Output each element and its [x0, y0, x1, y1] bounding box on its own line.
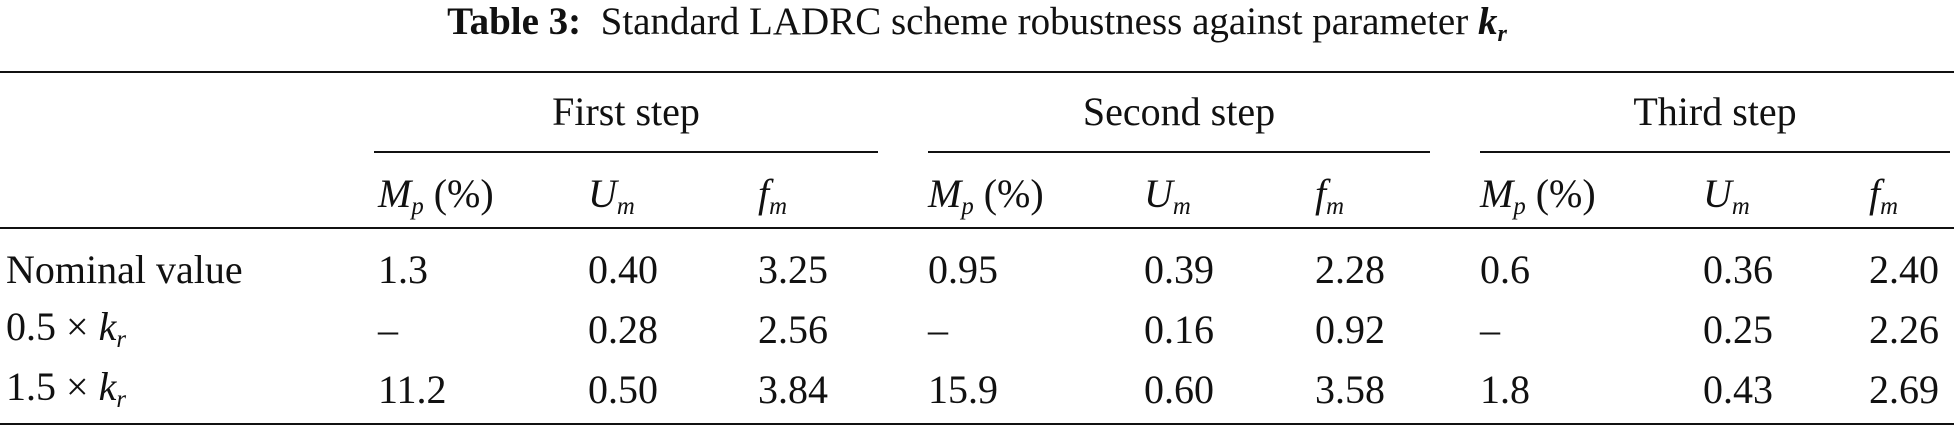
row-label-text: Nominal value — [6, 247, 243, 292]
row-label-text: 0.5 × — [6, 304, 89, 350]
group-header: Third step — [1633, 89, 1797, 134]
row-label: 0.5 × kr — [6, 307, 126, 353]
column-unit: (%) — [1535, 171, 1596, 217]
column-symbol: M — [928, 171, 962, 217]
cell: 3.25 — [758, 247, 828, 292]
column-symbol: M — [1480, 171, 1514, 217]
column-subscript: p — [961, 193, 974, 221]
cell: 2.26 — [1869, 307, 1939, 352]
column-subscript: p — [1513, 193, 1526, 221]
column-subscript: m — [769, 193, 788, 221]
caption-subscript: r — [1497, 19, 1507, 47]
column-subscript: m — [616, 193, 635, 221]
mid-rule — [0, 227, 1954, 229]
cell: – — [928, 307, 948, 352]
group-header: First step — [552, 89, 700, 134]
row-label-symbol: k — [98, 304, 117, 350]
column-unit: (%) — [433, 171, 494, 217]
column-header: Um — [1144, 174, 1191, 220]
cell: – — [1480, 307, 1500, 352]
column-symbol: U — [1144, 171, 1173, 217]
column-header: Mp (%) — [928, 174, 1044, 220]
column-header: Um — [1703, 174, 1750, 220]
column-unit: (%) — [983, 171, 1044, 217]
column-header: fm — [758, 174, 787, 220]
column-header: fm — [1869, 174, 1898, 220]
cell: 15.9 — [928, 367, 998, 412]
caption-symbol: k — [1477, 0, 1498, 44]
row-label-text: 1.5 × — [6, 364, 89, 410]
column-subscript: m — [1172, 193, 1191, 221]
column-header: Mp (%) — [378, 174, 494, 220]
caption-label: Table 3: — [447, 0, 582, 44]
cell: 0.25 — [1703, 307, 1773, 352]
cell: 1.8 — [1480, 367, 1530, 412]
column-subscript: m — [1731, 193, 1750, 221]
cell: 3.84 — [758, 367, 828, 412]
cell: 11.2 — [378, 367, 447, 412]
row-label-subscript: r — [116, 326, 126, 354]
cell: 0.95 — [928, 247, 998, 292]
row-label-symbol: k — [98, 364, 117, 410]
group-rule — [374, 151, 878, 153]
bottom-rule — [0, 423, 1954, 425]
cell: 2.40 — [1869, 247, 1939, 292]
caption: Table 3: Standard LADRC scheme robustnes… — [0, 2, 1954, 46]
column-header: fm — [1315, 174, 1344, 220]
column-symbol: U — [588, 171, 617, 217]
column-symbol: f — [1315, 171, 1327, 217]
cell: 0.92 — [1315, 307, 1385, 352]
caption-text: Standard LADRC scheme robustness against… — [600, 0, 1469, 44]
row-label: Nominal value — [6, 250, 243, 290]
cell: 0.36 — [1703, 247, 1773, 292]
cell: 0.40 — [588, 247, 658, 292]
group-rule — [928, 151, 1430, 153]
cell: 0.60 — [1144, 367, 1214, 412]
cell: 0.39 — [1144, 247, 1214, 292]
cell: 0.50 — [588, 367, 658, 412]
cell: 2.69 — [1869, 367, 1939, 412]
cell: 0.43 — [1703, 367, 1773, 412]
top-rule — [0, 71, 1954, 73]
column-header: Um — [588, 174, 635, 220]
column-subscript: m — [1880, 193, 1899, 221]
cell: 2.28 — [1315, 247, 1385, 292]
cell: 3.58 — [1315, 367, 1385, 412]
row-label-subscript: r — [116, 386, 126, 414]
column-subscript: p — [411, 193, 424, 221]
cell: 0.6 — [1480, 247, 1530, 292]
group-header: Second step — [1082, 89, 1276, 134]
cell: 0.16 — [1144, 307, 1214, 352]
cell: 1.3 — [378, 247, 428, 292]
column-symbol: f — [758, 171, 770, 217]
row-label: 1.5 × kr — [6, 367, 126, 413]
cell: – — [378, 307, 398, 352]
column-symbol: U — [1703, 171, 1732, 217]
column-symbol: M — [378, 171, 412, 217]
cell: 0.28 — [588, 307, 658, 352]
cell: 2.56 — [758, 307, 828, 352]
column-subscript: m — [1326, 193, 1345, 221]
group-rule — [1480, 151, 1950, 153]
column-header: Mp (%) — [1480, 174, 1596, 220]
column-symbol: f — [1869, 171, 1881, 217]
